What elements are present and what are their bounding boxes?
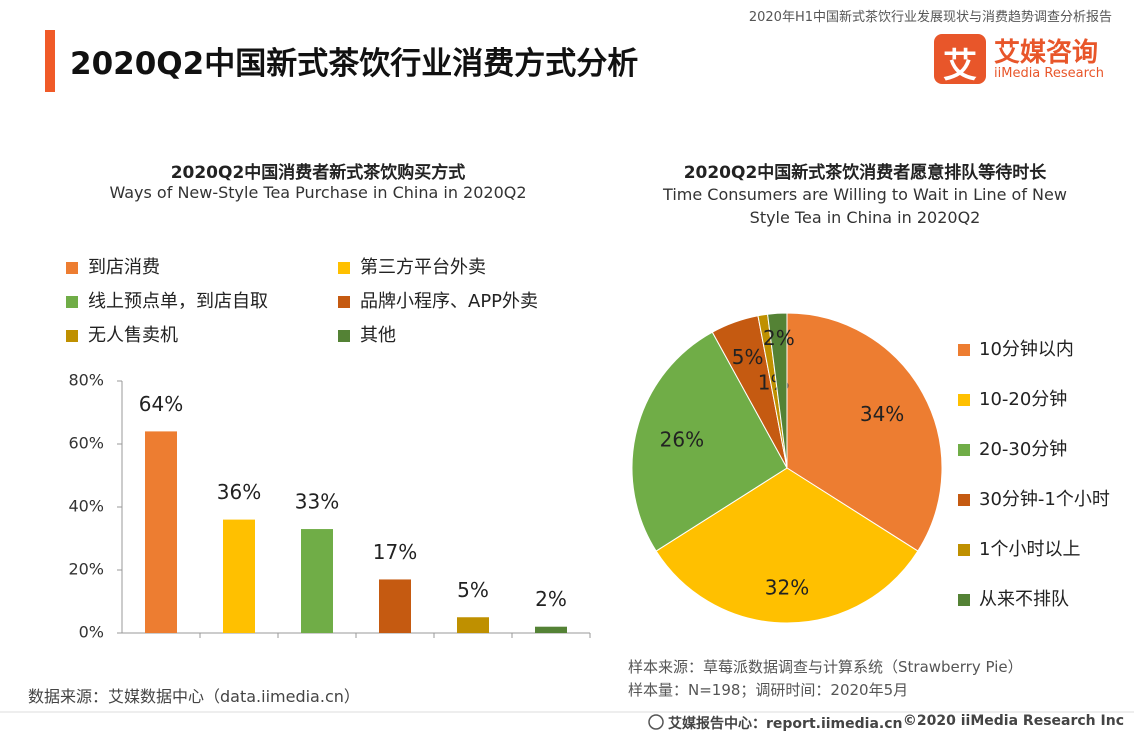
value-label: 5% [732, 345, 764, 369]
legend-swatch [66, 296, 78, 308]
pie-sample: 样本量：N=198；调研时间：2020年5月 [628, 681, 909, 699]
value-label: 2% [535, 587, 567, 611]
footer-copyright: ©2020 iiMedia Research Inc [902, 713, 1124, 729]
y-tick-label: 80% [68, 371, 104, 390]
logo-mark-bg [934, 34, 986, 84]
legend-label: 1个小时以上 [979, 539, 1080, 560]
legend-label: 品牌小程序、APP外卖 [360, 291, 538, 312]
y-tick-label: 40% [68, 497, 104, 516]
legend-swatch [66, 262, 78, 274]
legend-label: 无人售卖机 [88, 325, 178, 346]
value-label: 26% [660, 428, 704, 452]
logo-mark: 艾 [943, 46, 977, 86]
bar [145, 431, 177, 633]
bar [457, 617, 489, 633]
title-accent [45, 30, 55, 92]
page-title: 2020Q2中国新式茶饮行业消费方式分析 [70, 46, 639, 82]
legend-label: 10分钟以内 [979, 339, 1074, 360]
logo-en: iiMedia Research [994, 66, 1105, 81]
bar [379, 579, 411, 633]
legend-label: 第三方平台外卖 [360, 257, 486, 278]
report-title: 2020年H1中国新式茶饮行业发展现状与消费趋势调查分析报告 [748, 10, 1112, 25]
value-label: 36% [217, 480, 261, 504]
legend-label: 从来不排队 [979, 589, 1069, 610]
bar-title: 2020Q2中国消费者新式茶饮购买方式 [170, 163, 466, 183]
pie-subtitle: Time Consumers are Willing to Wait in Li… [663, 185, 1067, 227]
bar [535, 626, 567, 633]
pie-source: 样本来源：草莓派数据调查与计算系统（Strawberry Pie） [628, 658, 1023, 676]
legend-swatch [958, 394, 970, 406]
legend-label: 30分钟-1个小时 [979, 489, 1110, 510]
value-label: 34% [860, 402, 904, 426]
value-label: 2% [763, 326, 795, 350]
legend-swatch [338, 296, 350, 308]
pie-slice [631, 331, 788, 552]
legend-swatch [338, 262, 350, 274]
y-tick-label: 60% [68, 434, 104, 453]
value-label: 5% [457, 578, 489, 602]
legend-label: 10-20分钟 [979, 389, 1067, 410]
legend-swatch [958, 444, 970, 456]
pie-title: 2020Q2中国新式茶饮消费者愿意排队等待时长 [683, 163, 1047, 183]
value-label: 33% [295, 490, 339, 514]
legend-swatch [66, 330, 78, 342]
legend-swatch [958, 544, 970, 556]
legend-swatch [958, 344, 970, 356]
value-label: 64% [139, 392, 183, 416]
legend-swatch [958, 494, 970, 506]
y-tick-label: 20% [68, 560, 104, 579]
legend-label: 其他 [360, 325, 396, 346]
pie-slice [655, 467, 919, 624]
pie-slice [767, 312, 788, 469]
footer-site: 艾媒报告中心：report.iimedia.cn [668, 716, 903, 732]
legend-label: 20-30分钟 [979, 439, 1067, 460]
bar [301, 529, 333, 633]
legend-swatch [338, 330, 350, 342]
y-tick-label: 0% [79, 623, 104, 642]
legend-label: 线上预点单，到店自取 [88, 291, 268, 312]
legend-label: 到店消费 [88, 257, 160, 278]
pie-slice [786, 312, 943, 552]
bar-subtitle: Ways of New-Style Tea Purchase in China … [109, 183, 527, 202]
bar [223, 519, 255, 633]
logo-cn: 艾媒咨询 [994, 38, 1099, 68]
value-label: 17% [373, 540, 417, 564]
bar-source: 数据来源：艾媒数据中心（data.iimedia.cn） [28, 687, 360, 706]
legend-swatch [958, 594, 970, 606]
value-label: 32% [765, 575, 809, 599]
footer-icon [648, 714, 664, 730]
